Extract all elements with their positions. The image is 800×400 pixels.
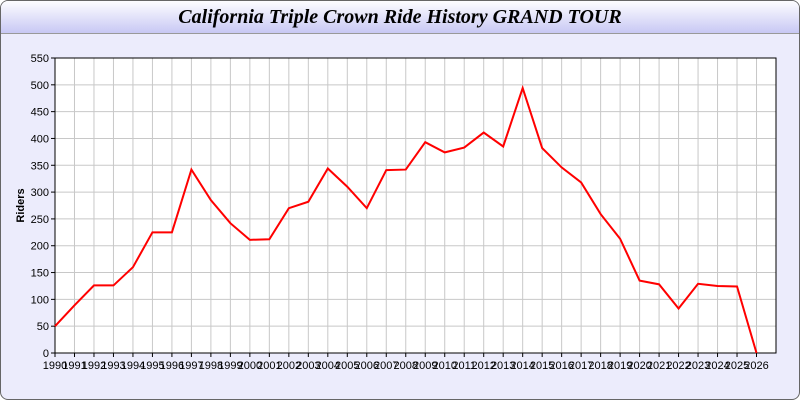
y-axis-label: Riders (15, 188, 27, 222)
y-tick-label: 50 (37, 321, 49, 333)
x-tick-label: 2012 (471, 360, 495, 372)
x-tick-label: 2011 (452, 360, 476, 372)
x-tick-label: 2024 (705, 360, 729, 372)
x-tick-label: 2016 (549, 360, 573, 372)
y-tick-label: 0 (43, 348, 49, 360)
x-tick-label: 2022 (666, 360, 690, 372)
plot-border (54, 57, 777, 354)
x-tick-label: 2010 (432, 360, 456, 372)
y-tick-label: 350 (31, 160, 49, 172)
x-tick-label: 2013 (491, 360, 515, 372)
x-tick-label: 1991 (62, 360, 86, 372)
x-tick-label: 1998 (199, 360, 223, 372)
y-tick-label: 250 (31, 214, 49, 226)
y-tick-label: 100 (31, 294, 49, 306)
y-tick-label: 500 (31, 80, 49, 92)
x-tick-label: 2015 (530, 360, 554, 372)
x-tick-label: 2001 (257, 360, 281, 372)
y-tick-label: 200 (31, 241, 49, 253)
x-tick-label: 1997 (179, 360, 203, 372)
x-tick-label: 2026 (744, 360, 768, 372)
x-tick-label: 2008 (394, 360, 418, 372)
y-tick-label: 450 (31, 107, 49, 119)
x-tick-label: 2007 (374, 360, 398, 372)
x-tick-label: 2018 (588, 360, 612, 372)
x-tick-label: 2005 (335, 360, 359, 372)
x-tick-label: 1992 (82, 360, 106, 372)
x-tick-label: 2025 (725, 360, 749, 372)
x-tick-label: 1995 (140, 360, 164, 372)
x-tick-label: 2021 (647, 360, 671, 372)
x-tick-label: 2023 (686, 360, 710, 372)
y-tick-label: 150 (31, 268, 49, 280)
plot-area (55, 58, 776, 353)
y-tick-label: 300 (31, 187, 49, 199)
x-tick-label: 1990 (43, 360, 67, 372)
x-tick-label: 1996 (160, 360, 184, 372)
x-tick-label: 2003 (296, 360, 320, 372)
x-tick-label: 2014 (510, 360, 534, 372)
x-tick-label: 2019 (608, 360, 632, 372)
y-tick-label: 550 (31, 53, 49, 65)
x-tick-label: 1993 (101, 360, 125, 372)
x-tick-label: 2004 (316, 360, 340, 372)
y-tick-label: 400 (31, 133, 49, 145)
x-tick-label: 1994 (121, 360, 145, 372)
x-tick-label: 2009 (413, 360, 437, 372)
x-tick-label: 2017 (569, 360, 593, 372)
chart-title: California Triple Crown Ride History GRA… (178, 6, 622, 28)
chart-header: California Triple Crown Ride History GRA… (1, 1, 799, 34)
x-tick-label: 2020 (627, 360, 651, 372)
x-tick-label: 1999 (218, 360, 242, 372)
x-tick-label: 2000 (238, 360, 262, 372)
x-tick-label: 2002 (277, 360, 301, 372)
x-tick-label: 2006 (355, 360, 379, 372)
